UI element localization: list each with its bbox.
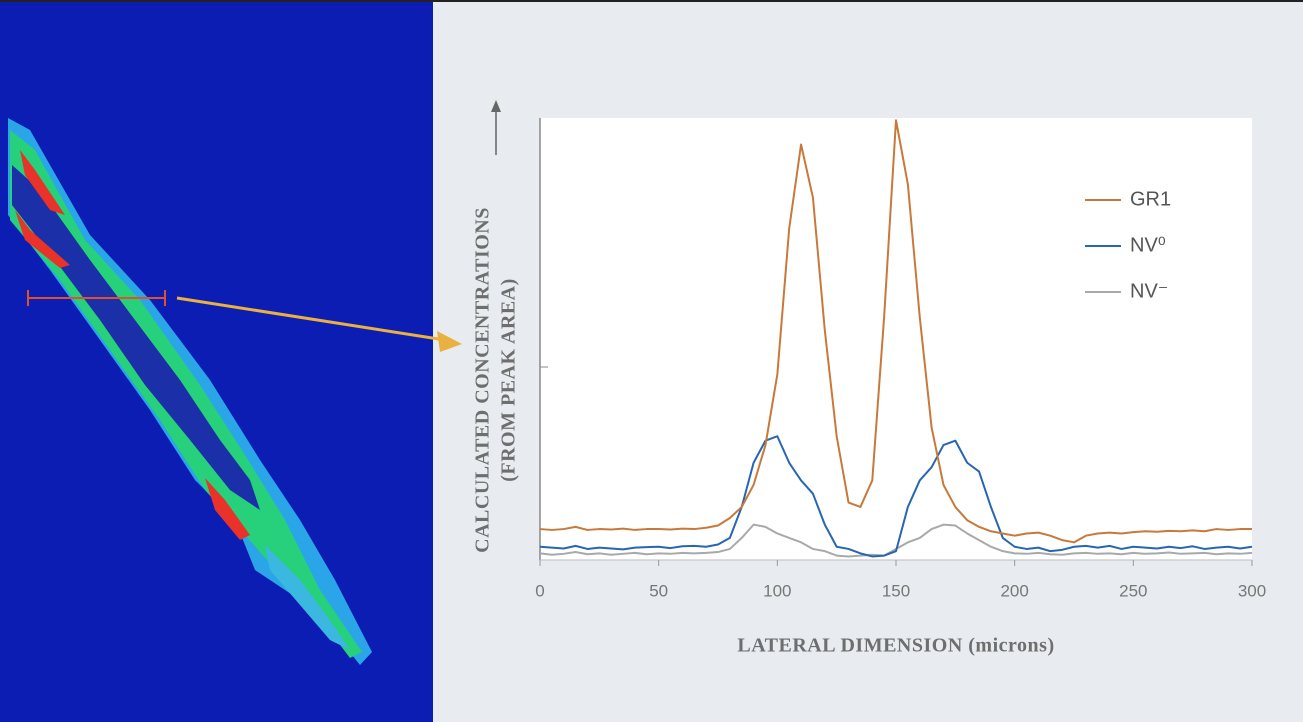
y-axis-label: (FROM PEAK AREA) <box>498 278 520 482</box>
map-background <box>0 2 433 722</box>
map-red <box>205 478 250 540</box>
x-tick-label: 100 <box>763 581 791 600</box>
map-tail <box>265 545 350 650</box>
y-arrowhead <box>491 100 501 112</box>
x-tick-label: 250 <box>1119 581 1147 600</box>
series-line <box>539 435 1253 558</box>
x-tick-label: 150 <box>882 581 910 600</box>
legend-label: NV⁻ <box>1130 280 1168 302</box>
map-core <box>12 165 260 510</box>
x-tick-label: 200 <box>1000 581 1028 600</box>
x-tick-label: 0 <box>535 581 544 600</box>
x-tick-label: 50 <box>649 581 668 600</box>
map-red <box>20 150 65 215</box>
y-axis-label: CALCULATED CONCENTRATIONS <box>472 207 494 553</box>
legend-label: NV⁰ <box>1130 234 1166 256</box>
legend-label: GR1 <box>1130 188 1171 210</box>
top-border <box>0 0 1303 2</box>
map-image <box>0 2 433 722</box>
plot-area <box>540 118 1252 560</box>
x-tick-label: 300 <box>1238 581 1266 600</box>
map-red <box>15 210 70 268</box>
series-line <box>539 119 1252 544</box>
pointer-arrow <box>176 296 446 342</box>
x-axis-label: LATERAL DIMENSION (microns) <box>737 635 1054 657</box>
pointer-arrowhead <box>437 331 462 352</box>
